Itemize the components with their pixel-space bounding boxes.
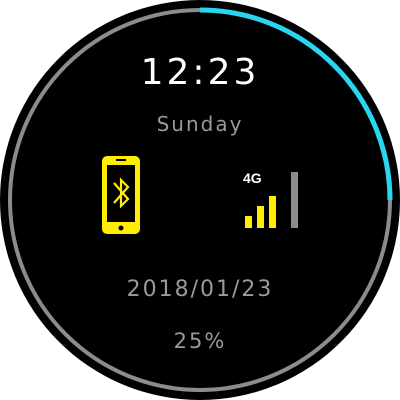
signal-bar-4 <box>291 172 298 228</box>
day-of-week: Sunday <box>156 112 244 136</box>
cellular-signal-indicator: 4G <box>240 168 302 232</box>
time-display: 12:23 <box>140 52 260 93</box>
date-display: 2018/01/23 <box>126 277 274 302</box>
signal-bar-2 <box>257 206 264 228</box>
signal-bar-3 <box>269 196 276 228</box>
bluetooth-phone-icon <box>102 156 140 234</box>
progress-ring-fill <box>7 7 393 393</box>
network-type-label: 4G <box>243 170 262 186</box>
battery-percentage: 25% <box>173 329 227 353</box>
signal-bar-1 <box>245 216 252 228</box>
